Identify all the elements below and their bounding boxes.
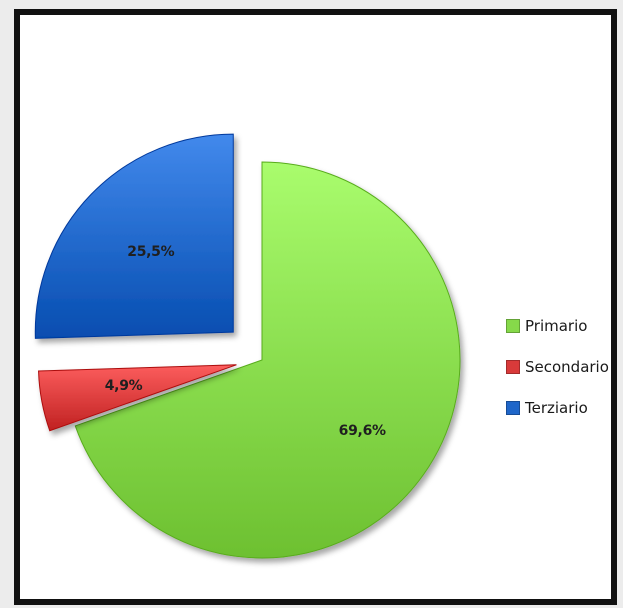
legend-swatch-primario [506, 319, 520, 333]
legend-swatch-secondario [506, 360, 520, 374]
legend-label-primario: Primario [525, 317, 587, 335]
slice-label-primario: 69,6% [339, 423, 386, 439]
legend-item-secondario: Secondario [506, 346, 609, 387]
legend-label-secondario: Secondario [525, 358, 609, 376]
legend-label-terziario: Terziario [525, 399, 588, 417]
slice-label-terziario: 25,5% [127, 244, 174, 260]
legend-item-terziario: Terziario [506, 387, 609, 428]
slice-label-secondario: 4,9% [105, 378, 143, 394]
legend-swatch-terziario [506, 401, 520, 415]
pie-slice-terziario [35, 134, 233, 338]
chart-frame: Primario Secondario Terziario 69,6% 4,9% 25,… [14, 9, 617, 605]
legend-item-primario: Primario [506, 305, 609, 346]
legend: Primario Secondario Terziario [506, 305, 609, 428]
